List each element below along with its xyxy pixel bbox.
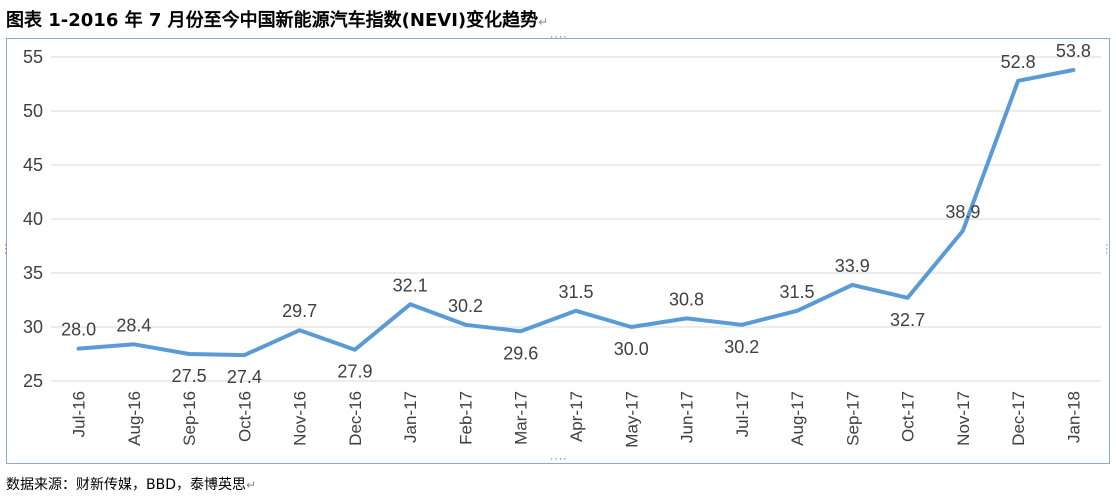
y-tick-label: 25 [23,371,43,391]
x-tick-label: Nov-17 [954,391,973,446]
x-tick-label: Dec-17 [1009,391,1028,446]
data-label: 28.0 [61,320,96,340]
x-tick-label: Dec-16 [346,391,365,446]
data-label: 53.8 [1056,41,1091,61]
x-tick-label: Apr-17 [567,391,586,442]
x-tick-label: Jun-17 [678,391,697,443]
data-labels: 28.0 28.4 27.5 27.4 29.7 27.9 32.1 30.2 29.6 31.5… [61,41,1091,387]
x-tick-label: May-17 [622,391,641,448]
chart-frame[interactable]: 25 30 35 40 45 50 55 Jul-16 Aug-16 Sep-16 Oct-16 N… [3,34,1110,465]
x-tick-label: Jan-17 [401,391,420,443]
resize-handle-right-icon[interactable]: · · · [1104,241,1109,259]
x-tick-label: Oct-16 [235,391,254,442]
x-tick-label: Jul-16 [70,391,89,437]
x-tick-label: Jan-18 [1064,391,1083,443]
resize-handle-left-icon[interactable]: · · · [3,241,8,259]
paragraph-mark-icon: ↵ [538,15,549,29]
series-line [76,68,1076,358]
y-axis-tick-labels: 25 30 35 40 45 50 55 [23,47,43,391]
x-tick-label: Jul-17 [733,391,752,437]
figure-title: 图表 1-2016 年 7 月份至今中国新能源汽车指数(NEVI)变化趋势↵ [6,6,548,32]
y-tick-label: 35 [23,263,43,283]
x-tick-label: Aug-16 [125,391,144,446]
gridlines [51,56,1101,382]
data-label: 30.8 [669,289,704,309]
x-tick-label: Mar-17 [512,391,531,445]
x-tick-label: Sep-16 [180,391,199,446]
x-tick-label: Feb-17 [456,391,475,445]
data-label: 27.9 [337,362,372,382]
x-tick-label: Oct-17 [899,391,918,442]
data-label: 27.5 [172,366,207,386]
data-label: 52.8 [1001,52,1036,72]
y-tick-label: 40 [23,209,43,229]
data-label: 28.4 [116,315,151,335]
data-label: 27.4 [227,367,262,387]
data-label: 30.2 [724,337,759,357]
x-tick-label: Aug-17 [788,391,807,446]
resize-handle-bottom-icon[interactable]: ···· [549,455,568,465]
figure-title-text: 图表 1-2016 年 7 月份至今中国新能源汽车指数(NEVI)变化趋势 [6,10,539,31]
data-label: 38.9 [945,202,980,222]
x-axis-tick-labels: Jul-16 Aug-16 Sep-16 Oct-16 Nov-16 Dec-16 Jan-… [70,391,1084,448]
data-label: 31.5 [780,282,815,302]
data-label: 31.5 [558,282,593,302]
line-chart: 25 30 35 40 45 50 55 Jul-16 Aug-16 Sep-16 Oct-16 N… [23,41,1101,448]
data-label: 32.1 [393,275,428,295]
y-tick-label: 55 [23,47,43,67]
y-tick-label: 50 [23,101,43,121]
data-source-text: 数据来源：财新传媒，BBD，泰博英思 [6,477,246,493]
resize-handle-top-icon[interactable]: ···· [549,33,568,43]
x-tick-label: Sep-17 [843,391,862,446]
x-tick-label: Nov-16 [291,391,310,446]
y-tick-label: 30 [23,317,43,337]
data-label: 33.9 [835,256,870,276]
data-label: 32.7 [890,310,925,330]
data-source-note: 数据来源：财新传媒，BBD，泰博英思↵ [6,474,256,494]
data-label: 30.2 [448,296,483,316]
data-label: 29.6 [503,343,538,363]
paragraph-mark-icon: ↵ [246,478,257,492]
data-label: 29.7 [282,301,317,321]
data-label: 30.0 [614,339,649,359]
series-line-layer [76,68,1076,358]
y-tick-label: 45 [23,155,43,175]
